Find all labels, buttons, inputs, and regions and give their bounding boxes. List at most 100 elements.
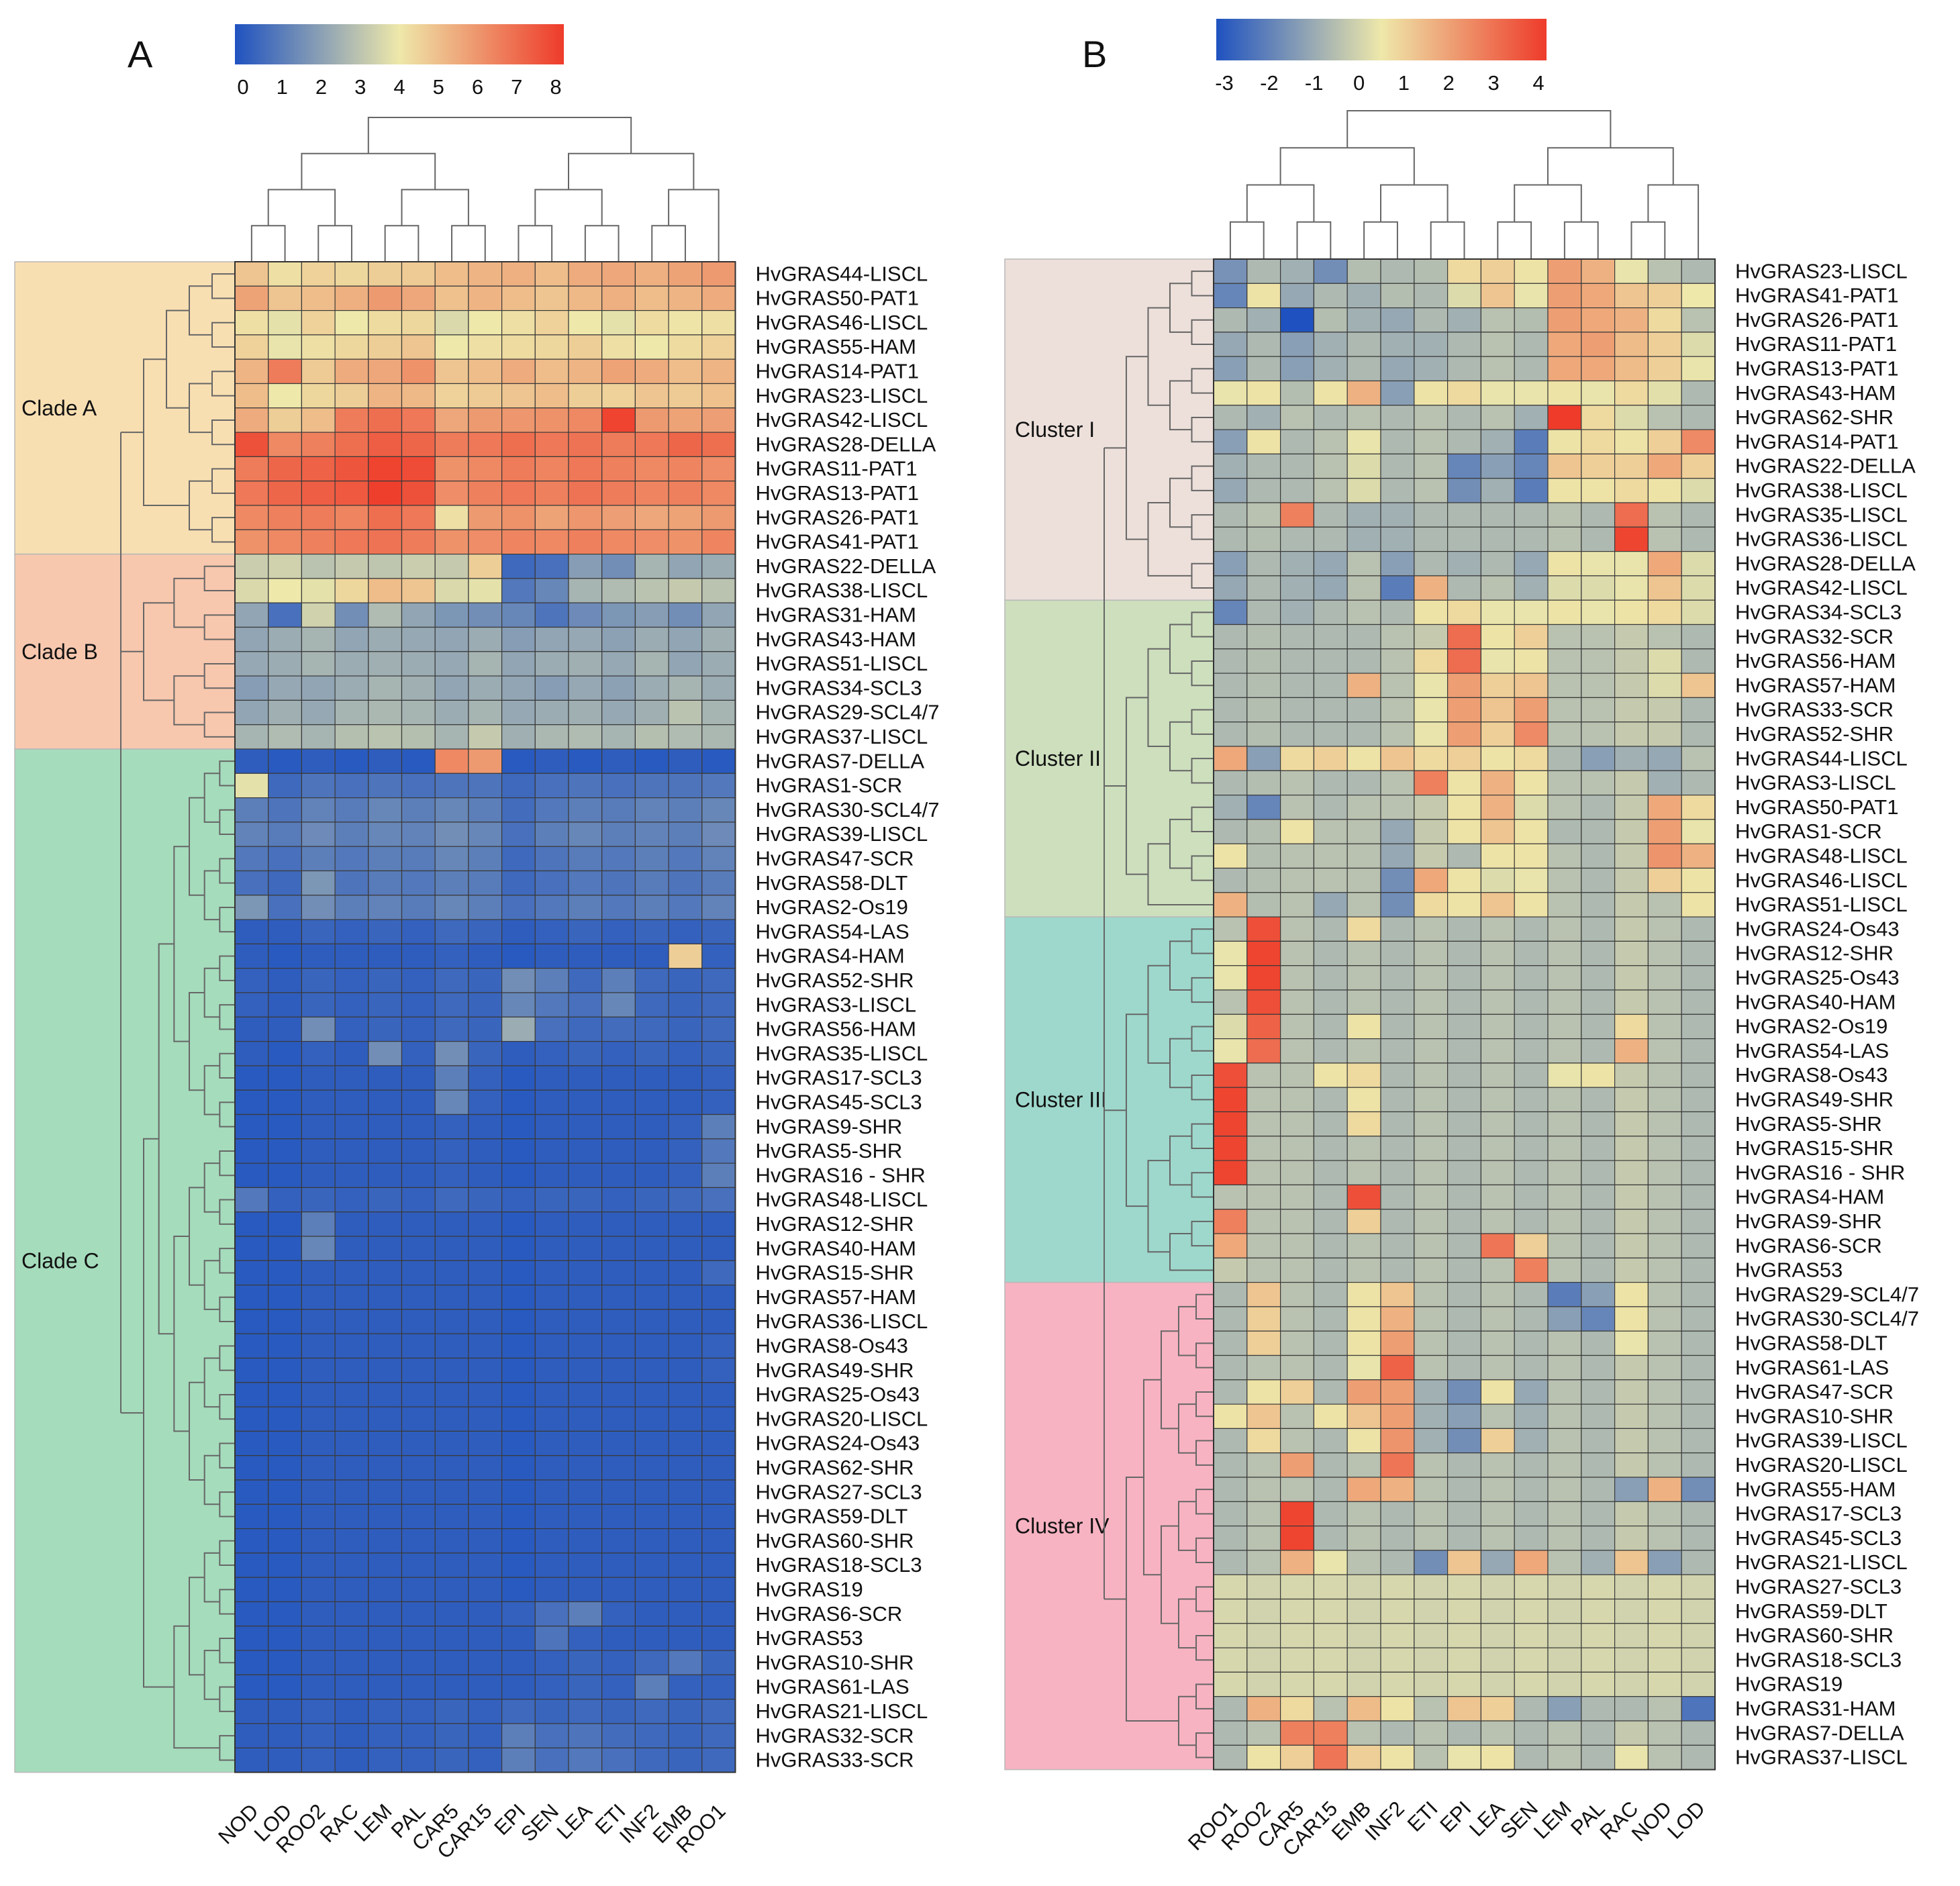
panel-a-heatmap-cell xyxy=(501,358,536,385)
panel-b-col-dendrogram-branch xyxy=(1296,221,1332,259)
panel-a-heatmap-cell xyxy=(234,797,269,823)
panel-a-heatmap-cell xyxy=(601,1065,636,1091)
panel-a-heatmap-cell xyxy=(534,1699,569,1724)
panel-b-heatmap-cell xyxy=(1581,697,1616,723)
panel-b-heatmap-cell xyxy=(1279,1013,1314,1040)
panel-b-heatmap-cell xyxy=(1514,794,1549,820)
panel-a-heatmap-cell xyxy=(401,334,436,360)
panel-a-heatmap-cell xyxy=(468,1601,503,1627)
panel-a-heatmap-cell xyxy=(701,870,736,896)
panel-a-heatmap-cell xyxy=(668,285,703,311)
panel-b-heatmap-cell xyxy=(1447,1647,1482,1673)
panel-b-heatmap-cell xyxy=(1647,989,1682,1015)
panel-b-heatmap-cell xyxy=(1647,1550,1682,1575)
panel-b-heatmap-cell xyxy=(1313,892,1348,917)
panel-a-heatmap-cell xyxy=(468,968,503,993)
panel-b-row-dendrogram-branch xyxy=(1191,660,1214,687)
panel-a-heatmap-cell xyxy=(301,724,336,750)
panel-b-heatmap-cell xyxy=(1514,1623,1549,1648)
panel-a-colorbar-tick: 2 xyxy=(315,75,327,99)
panel-b-heatmap-cell xyxy=(1213,380,1248,406)
panel-a-heatmap-cell xyxy=(334,748,369,774)
panel-a-heatmap-cell xyxy=(534,1723,569,1748)
panel-b-heatmap-cell xyxy=(1346,1136,1381,1161)
panel-a-heatmap-cell xyxy=(401,1747,436,1773)
panel-b-heatmap-cell xyxy=(1681,332,1716,357)
panel-a-heatmap-cell xyxy=(701,773,736,799)
panel-b-heatmap-cell xyxy=(1480,1184,1515,1210)
panel-a-colorbar-tick: 5 xyxy=(433,75,444,99)
panel-a-heatmap-cell xyxy=(634,481,669,506)
panel-b-heatmap-cell xyxy=(1614,1184,1649,1210)
panel-b-heatmap-cell xyxy=(1279,1647,1314,1673)
panel-b-colorbar-tick: -2 xyxy=(1260,71,1279,95)
panel-b-group-label: Cluster III xyxy=(1015,1087,1107,1111)
panel-b-row-label: HvGRAS18-SCL3 xyxy=(1735,1648,1902,1671)
panel-b-heatmap-cell xyxy=(1681,380,1716,406)
panel-b-heatmap-cell xyxy=(1313,1233,1348,1258)
panel-a-heatmap-cell xyxy=(234,310,269,336)
panel-a-group-band xyxy=(14,261,236,555)
panel-a-heatmap-cell xyxy=(368,529,403,555)
panel-a-heatmap-cell xyxy=(301,1382,336,1407)
panel-a-heatmap-cell xyxy=(701,992,736,1018)
panel-a-heatmap-cell xyxy=(534,578,569,603)
panel-b-heatmap-cell xyxy=(1380,526,1415,552)
panel-a-heatmap-cell xyxy=(234,1406,269,1432)
panel-a-heatmap-cell xyxy=(301,334,336,360)
panel-a-row-label: HvGRAS6-SCR xyxy=(756,1602,903,1626)
panel-b-heatmap-cell xyxy=(1581,1209,1616,1234)
panel-a-heatmap-cell xyxy=(301,1503,336,1530)
panel-b-heatmap-cell xyxy=(1313,1477,1348,1502)
panel-a-heatmap-cell xyxy=(601,578,636,603)
panel-a-heatmap-cell xyxy=(568,1040,603,1066)
panel-a-heatmap-cell xyxy=(268,797,303,823)
panel-a-heatmap-cell xyxy=(368,1455,403,1481)
panel-b-colorbar-tick: 3 xyxy=(1488,71,1500,95)
panel-a-heatmap-cell xyxy=(401,1503,436,1530)
panel-a-heatmap-cell xyxy=(268,1040,303,1066)
panel-a-heatmap-cell xyxy=(401,992,436,1018)
panel-a-heatmap-cell xyxy=(601,432,636,457)
panel-b-letter: B xyxy=(1082,33,1107,75)
panel-b-heatmap-cell xyxy=(1346,1598,1381,1624)
panel-b-heatmap-cell xyxy=(1346,1257,1381,1283)
panel-b-heatmap-cell xyxy=(1213,1526,1248,1551)
panel-b-row-label: HvGRAS32-SCR xyxy=(1735,625,1894,648)
panel-a-heatmap-cell xyxy=(501,1211,536,1237)
panel-b-heatmap-cell xyxy=(1480,1623,1515,1648)
panel-b-heatmap-cell xyxy=(1346,1403,1381,1430)
panel-a-row-label: HvGRAS28-DELLA xyxy=(756,432,936,456)
panel-b-heatmap-cell xyxy=(1581,356,1616,382)
panel-b-heatmap-cell xyxy=(1414,307,1449,333)
panel-a-heatmap-cell xyxy=(334,1430,369,1456)
panel-b-heatmap-cell xyxy=(1614,526,1649,552)
panel-b-heatmap-cell xyxy=(1346,1087,1381,1113)
panel-b-row-dendrogram-branch xyxy=(1191,977,1214,1003)
panel-b-row-dendrogram-branch xyxy=(1191,709,1214,735)
panel-b-heatmap-cell xyxy=(1647,1598,1682,1624)
panel-a-heatmap-cell xyxy=(534,1089,569,1115)
panel-a-heatmap-cell xyxy=(501,310,536,336)
panel-a-heatmap-cell xyxy=(701,407,736,433)
panel-a-heatmap-cell xyxy=(301,919,336,944)
panel-a-heatmap-cell xyxy=(568,1382,603,1407)
panel-b-heatmap-cell xyxy=(1313,258,1348,284)
panel-b-heatmap-cell xyxy=(1547,819,1582,844)
panel-a-heatmap-cell xyxy=(434,383,469,409)
panel-a-row-label: HvGRAS40-HAM xyxy=(756,1236,916,1260)
panel-b-heatmap-cell xyxy=(1380,940,1415,966)
panel-a-heatmap-cell xyxy=(501,1674,536,1700)
panel-a-heatmap-cell xyxy=(268,1187,303,1213)
panel-a-heatmap-cell xyxy=(501,1333,536,1359)
panel-a-heatmap-cell xyxy=(701,1455,736,1481)
panel-b-heatmap-cell xyxy=(1213,624,1248,650)
panel-a-heatmap-cell xyxy=(268,651,303,677)
panel-b-heatmap-cell xyxy=(1480,307,1515,333)
panel-b-heatmap-cell xyxy=(1647,405,1682,430)
panel-a-heatmap-cell xyxy=(634,943,669,969)
panel-a-heatmap-cell xyxy=(601,1503,636,1530)
panel-a-heatmap-cell xyxy=(634,1236,669,1261)
panel-a-heatmap-cell xyxy=(268,1503,303,1530)
panel-a-heatmap-cell xyxy=(634,748,669,774)
